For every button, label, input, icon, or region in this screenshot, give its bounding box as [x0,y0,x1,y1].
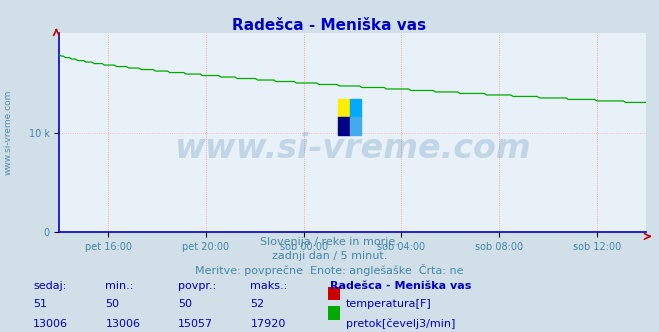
Bar [350,99,361,117]
Bar [338,117,350,135]
Text: 13006: 13006 [105,319,140,329]
Text: Radešca - Meniška vas: Radešca - Meniška vas [330,281,471,290]
Text: 50: 50 [178,299,192,309]
Text: 15057: 15057 [178,319,213,329]
Text: Meritve: povprečne  Enote: anglešaške  Črta: ne: Meritve: povprečne Enote: anglešaške Črt… [195,264,464,276]
Text: min.:: min.: [105,281,134,290]
Bar [338,99,350,117]
Text: www.si-vreme.com: www.si-vreme.com [3,90,13,176]
Text: maks.:: maks.: [250,281,288,290]
Text: pretok[čevelj3/min]: pretok[čevelj3/min] [346,319,455,329]
Text: www.si-vreme.com: www.si-vreme.com [174,132,531,165]
Text: povpr.:: povpr.: [178,281,216,290]
Text: 51: 51 [33,299,47,309]
Text: temperatura[F]: temperatura[F] [346,299,432,309]
Text: sedaj:: sedaj: [33,281,67,290]
Text: Slovenija / reke in morje.: Slovenija / reke in morje. [260,237,399,247]
Text: 52: 52 [250,299,264,309]
Text: 17920: 17920 [250,319,286,329]
Text: 50: 50 [105,299,119,309]
Bar [350,117,361,135]
Text: Radešca - Meniška vas: Radešca - Meniška vas [233,18,426,33]
Text: zadnji dan / 5 minut.: zadnji dan / 5 minut. [272,251,387,261]
Text: 13006: 13006 [33,319,68,329]
